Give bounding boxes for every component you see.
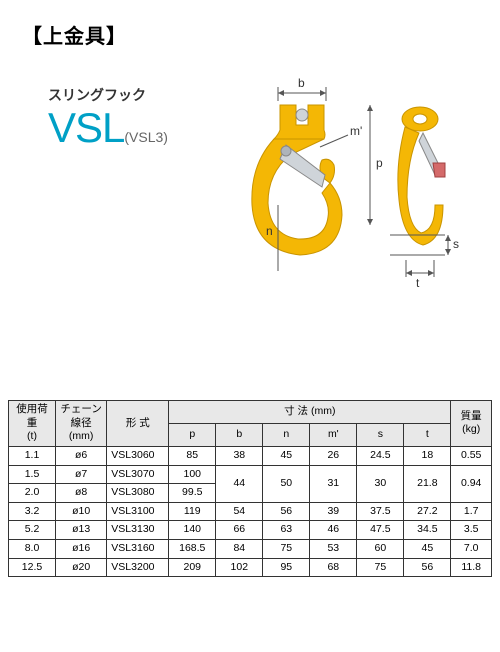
table-cell: 63 [263,521,310,540]
table-row: 5.2ø13VSL313014066634647.534.53.5 [9,521,492,540]
spec-table: 使用荷重(t) チェーン線径(mm) 形 式 寸 法 (mm) 質量(kg) p… [8,400,492,577]
table-cell: VSL3160 [107,540,169,559]
th-load: 使用荷重(t) [9,401,56,447]
table-cell: 5.2 [9,521,56,540]
th-chain: チェーン線径(mm) [56,401,107,447]
dim-label-t: t [416,276,420,290]
table-cell: 1.1 [9,446,56,465]
table-cell: 44 [216,465,263,502]
table-row: 1.1ø6VSL30608538452624.5180.55 [9,446,492,465]
table-row: 3.2ø10VSL310011954563937.527.21.7 [9,502,492,521]
th-p: p [169,423,216,446]
table-cell: 100 [169,465,216,484]
table-cell: 2.0 [9,484,56,503]
table-row: 12.5ø20VSL32002091029568755611.8 [9,558,492,577]
table-cell: VSL3130 [107,521,169,540]
table-cell: 75 [357,558,404,577]
table-row: 8.0ø16VSL3160168.584755360457.0 [9,540,492,559]
spec-table-body: 1.1ø6VSL30608538452624.5180.551.5ø7VSL30… [9,446,492,576]
product-model: VSL [48,104,124,151]
table-cell: VSL3100 [107,502,169,521]
table-cell: 45 [263,446,310,465]
dim-label-n: n [266,224,273,238]
spec-table-wrap: 使用荷重(t) チェーン線径(mm) 形 式 寸 法 (mm) 質量(kg) p… [8,400,492,577]
dim-label-m: m' [350,124,362,138]
table-cell: VSL3070 [107,465,169,484]
th-m: m' [310,423,357,446]
hook-side [398,107,445,245]
table-cell: ø8 [56,484,107,503]
table-cell: 140 [169,521,216,540]
product-model-sub: (VSL3) [124,129,168,145]
table-cell: 1.5 [9,465,56,484]
table-cell: 26 [310,446,357,465]
table-cell: 84 [216,540,263,559]
table-cell: 11.8 [451,558,492,577]
th-mass: 質量(kg) [451,401,492,447]
th-t: t [404,423,451,446]
table-cell: 45 [404,540,451,559]
table-cell: ø10 [56,502,107,521]
table-cell: 60 [357,540,404,559]
table-cell: 34.5 [404,521,451,540]
table-cell: ø16 [56,540,107,559]
table-cell: ø7 [56,465,107,484]
table-cell: 24.5 [357,446,404,465]
th-s: s [357,423,404,446]
table-cell: ø13 [56,521,107,540]
section-header: 【上金具】 [0,0,500,49]
table-cell: 39 [310,502,357,521]
table-cell: 95 [263,558,310,577]
th-b: b [216,423,263,446]
table-cell: 46 [310,521,357,540]
table-cell: 3.5 [451,521,492,540]
table-cell: 168.5 [169,540,216,559]
table-cell: 68 [310,558,357,577]
dim-label-s: s [453,237,459,251]
dim-label-p: p [376,156,383,170]
table-cell: 30 [357,465,404,502]
table-cell: 47.5 [357,521,404,540]
table-cell: 27.2 [404,502,451,521]
table-cell: 85 [169,446,216,465]
table-cell: 38 [216,446,263,465]
table-cell: 66 [216,521,263,540]
th-n: n [263,423,310,446]
table-cell: 53 [310,540,357,559]
table-cell: 99.5 [169,484,216,503]
product-title-block: スリングフック VSL(VSL3) [48,85,248,149]
table-cell: 37.5 [357,502,404,521]
table-cell: ø6 [56,446,107,465]
table-cell: ø20 [56,558,107,577]
table-cell: 56 [263,502,310,521]
th-model: 形 式 [107,401,169,447]
dim-label-b: b [298,76,305,90]
table-cell: 1.7 [451,502,492,521]
table-cell: 0.55 [451,446,492,465]
table-cell: 8.0 [9,540,56,559]
table-cell: 209 [169,558,216,577]
table-cell: 102 [216,558,263,577]
table-cell: 75 [263,540,310,559]
table-cell: 12.5 [9,558,56,577]
table-cell: 119 [169,502,216,521]
table-cell: 54 [216,502,263,521]
table-cell: 18 [404,446,451,465]
table-cell: 21.8 [404,465,451,502]
table-cell: 31 [310,465,357,502]
table-cell: 50 [263,465,310,502]
table-cell: 56 [404,558,451,577]
table-cell: 3.2 [9,502,56,521]
table-row: 1.5ø7VSL30701004450313021.80.94 [9,465,492,484]
table-cell: VSL3080 [107,484,169,503]
table-cell: VSL3060 [107,446,169,465]
hook-diagram: b m' n p s t [230,75,470,295]
table-cell: VSL3200 [107,558,169,577]
table-cell: 0.94 [451,465,492,502]
table-cell: 7.0 [451,540,492,559]
th-dim-group: 寸 法 (mm) [169,401,451,424]
product-name-jp: スリングフック [48,85,248,105]
